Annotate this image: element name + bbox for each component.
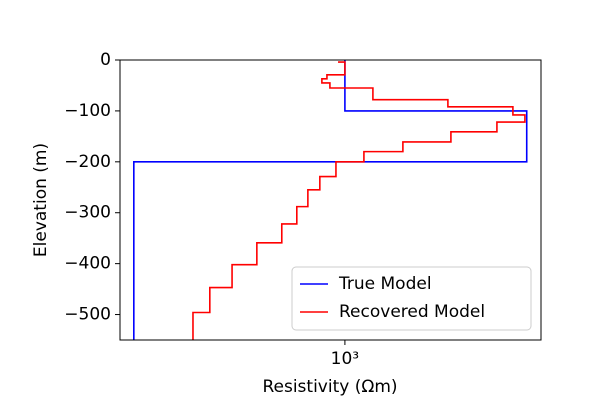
y-axis-label: Elevation (m) [31, 143, 51, 257]
legend-label: Recovered Model [339, 302, 485, 322]
x-axis-label: Resistivity (Ωm) [262, 377, 397, 397]
legend-label: True Model [338, 274, 432, 294]
series-line [192, 61, 526, 340]
y-tick-label: −100 [64, 101, 111, 121]
y-tick-label: 0 [100, 50, 111, 70]
y-tick-label: −500 [64, 305, 111, 325]
y-tick-label: −300 [64, 203, 111, 223]
x-tick-label: 10³ [331, 349, 359, 369]
y-tick-label: −200 [64, 152, 111, 172]
y-tick-label: −400 [64, 254, 111, 274]
legend-box [291, 266, 532, 331]
series-line [133, 60, 528, 340]
plot-frame [119, 59, 542, 341]
